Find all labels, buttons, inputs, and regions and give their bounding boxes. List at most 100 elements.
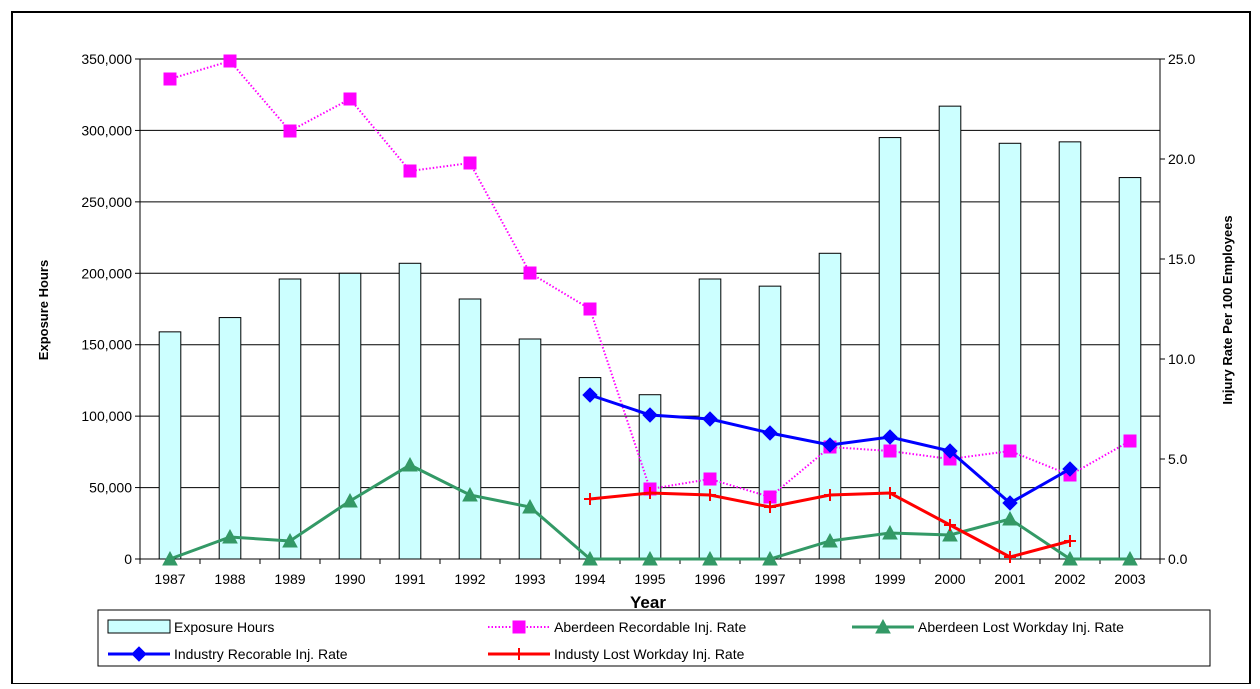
series-1-point-2003: [1122, 550, 1138, 566]
bar-1991: [398, 262, 422, 560]
x-tick-label-1991: 1991: [394, 571, 425, 587]
bar-1992: [458, 298, 482, 560]
legend-box: [97, 609, 1211, 667]
series-2-point-1999: [882, 429, 898, 445]
bar-1994: [578, 377, 602, 560]
series-0-point-1991: [403, 164, 417, 178]
series-1-point-1993: [522, 498, 538, 514]
legend-marker-4: [513, 648, 525, 660]
y-tick-label-left: 150,000: [81, 337, 132, 353]
series-1-point-1991: [402, 456, 418, 472]
legend: Exposure Hours Aberdeen Recordable Inj. R…: [97, 609, 1211, 667]
y-tick-label-left: 50,000: [89, 480, 132, 496]
series-3-point-1997: [764, 501, 776, 513]
y-axis-title-left: Exposure Hours: [36, 260, 51, 360]
legend-swatch-bar: [107, 619, 171, 634]
x-tick-label-1998: 1998: [814, 571, 845, 587]
y-tick-label-left: 250,000: [81, 194, 132, 210]
series-1-point-1995: [642, 550, 658, 566]
series-line-0: [169, 59, 1131, 499]
line-series: [162, 54, 1138, 566]
x-tick-label-1987: 1987: [154, 571, 185, 587]
series-0-point-2001: [1003, 444, 1017, 458]
series-1-point-2002: [1062, 550, 1078, 566]
series-1-point-2000: [942, 526, 958, 542]
series-1-point-1994: [582, 550, 598, 566]
bar-1990: [338, 272, 362, 560]
legend-marker-3: [131, 646, 147, 662]
series-2-point-2000: [942, 443, 958, 459]
legend-marker-2: [875, 618, 891, 634]
y-tick-label-right: 20.0: [1168, 151, 1195, 167]
series-3-point-1994: [584, 493, 596, 505]
series-3-point-2002: [1064, 535, 1076, 547]
series-2-point-2002: [1062, 461, 1078, 477]
x-tick-label-2003: 2003: [1114, 571, 1145, 587]
y-axis-title-right: Injury Rate Per 100 Employees: [1220, 215, 1235, 404]
y-tick-label-left: 200,000: [81, 265, 132, 281]
bar-series: [158, 105, 1142, 560]
legend-label-0: Exposure Hours: [174, 619, 274, 635]
bar-2000: [938, 105, 962, 560]
series-3-point-1996: [704, 489, 716, 501]
x-tick-label-1992: 1992: [454, 571, 485, 587]
series-0-point-1994: [583, 302, 597, 316]
y-tick-label-right: 10.0: [1168, 351, 1195, 367]
series-1-point-1990: [342, 492, 358, 508]
x-tick-label-2000: 2000: [934, 571, 965, 587]
series-1-point-1997: [762, 550, 778, 566]
bar-1997: [758, 285, 782, 560]
y-tick-label-right: 25.0: [1168, 51, 1195, 67]
y-tick-label-left: 100,000: [81, 408, 132, 424]
series-2-point-1997: [762, 425, 778, 441]
legend-marker-1: [512, 620, 526, 634]
tick-labels: 0 50,000 100,000 150,000 200,000 250,000 300,0…: [81, 51, 1195, 587]
series-2-point-2001: [1002, 495, 1018, 511]
series-1-point-1989: [282, 532, 298, 548]
legend-label-3: Industry Recorable Inj. Rate: [174, 646, 348, 662]
series-0-point-1999: [883, 444, 897, 458]
series-0-point-1992: [463, 156, 477, 170]
y-tick-label-right: 15.0: [1168, 251, 1195, 267]
series-0-point-1990: [343, 92, 357, 106]
bar-2002: [1058, 141, 1082, 560]
series-1-point-1988: [222, 528, 238, 544]
x-tick-label-1989: 1989: [274, 571, 305, 587]
series-1-point-1987: [162, 550, 178, 566]
legend-label-2: Aberdeen Lost Workday Inj. Rate: [918, 619, 1124, 635]
x-tick-label-2002: 2002: [1054, 571, 1085, 587]
series-0-point-1996: [703, 472, 717, 486]
x-tick-label-1990: 1990: [334, 571, 365, 587]
series-0-point-1987: [163, 72, 177, 86]
bar-1989: [278, 278, 302, 560]
x-tick-label-1997: 1997: [754, 571, 785, 587]
x-tick-label-1999: 1999: [874, 571, 905, 587]
series-1-point-1992: [462, 486, 478, 502]
series-3-point-1995: [644, 487, 656, 499]
series-0-point-1993: [523, 266, 537, 280]
bar-1987: [158, 331, 182, 560]
series-1-point-1996: [702, 550, 718, 566]
x-tick-label-1994: 1994: [574, 571, 605, 587]
series-2-point-1994: [582, 387, 598, 403]
y-tick-label-left: 300,000: [81, 122, 132, 138]
x-tick-label-2001: 2001: [994, 571, 1025, 587]
series-0-point-2003: [1123, 434, 1137, 448]
series-0-point-1989: [283, 124, 297, 138]
y-tick-label-right: 0.0: [1168, 551, 1188, 567]
y-tick-label-left: 0: [124, 551, 132, 567]
x-tick-label-1995: 1995: [634, 571, 665, 587]
series-1-point-1998: [822, 532, 838, 548]
series-2-point-1998: [822, 437, 838, 453]
series-2-point-1996: [702, 411, 718, 427]
series-1-point-1999: [882, 524, 898, 540]
bar-2003: [1118, 177, 1142, 560]
series-3-point-1999: [884, 487, 896, 499]
series-3-point-1998: [824, 489, 836, 501]
series-1-point-2001: [1002, 510, 1018, 526]
y-tick-label-right: 5.0: [1168, 451, 1188, 467]
legend-label-4: Industy Lost Workday Inj. Rate: [554, 646, 745, 662]
series-0-point-1988: [223, 54, 237, 68]
bar-1988: [218, 317, 242, 560]
